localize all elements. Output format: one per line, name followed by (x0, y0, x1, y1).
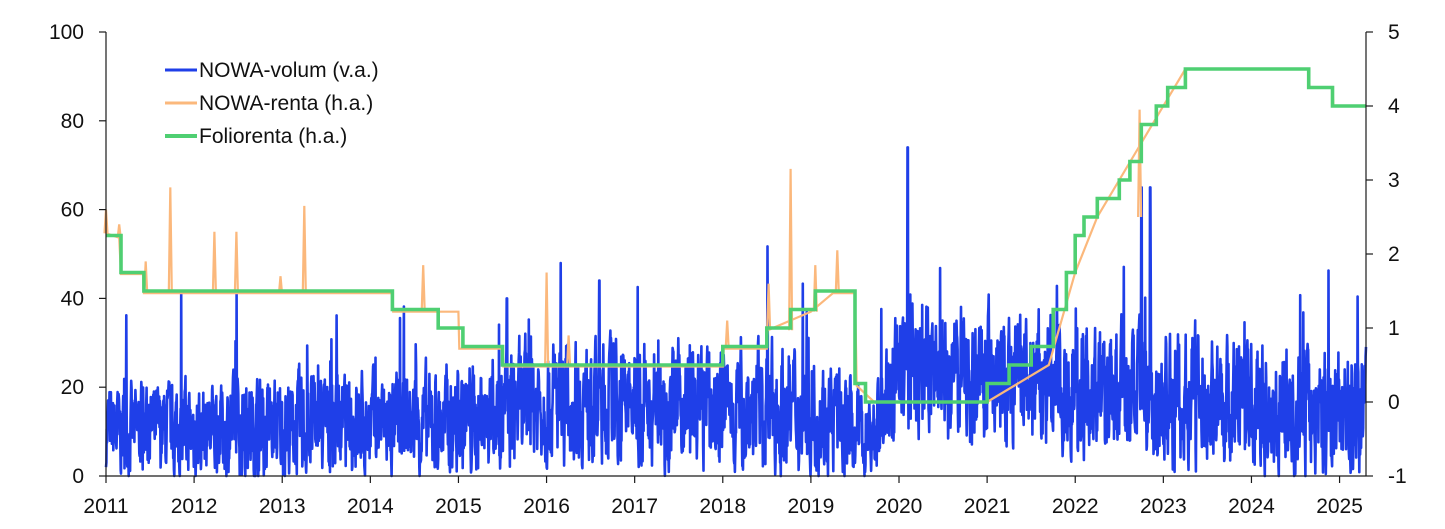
series-nowa-renta-spike (566, 335, 572, 367)
series-nowa-renta-spike (766, 283, 772, 331)
x-tick-label: 2014 (347, 495, 394, 518)
series-nowa-renta-spike (724, 320, 730, 349)
x-tick-label: 2011 (83, 495, 128, 518)
series-nowa-renta-spike (116, 224, 122, 238)
legend-label: NOWA-renta (h.a.) (199, 92, 373, 115)
axes-layer: 0 20 40 60 80 100 -1 0 1 2 3 4 5 2011 2012 2013 2014 2015… (49, 21, 1407, 518)
x-tick-label: 2025 (1316, 495, 1363, 518)
series-nowa-volum-line (104, 146, 1368, 478)
x-tick-label: 2019 (788, 495, 835, 518)
y-left-tick-label: 0 (72, 465, 84, 488)
y-left-tick-label: 60 (61, 199, 84, 222)
x-tick-label: 2016 (523, 495, 570, 518)
legend-label: NOWA-volum (v.a.) (199, 59, 379, 82)
y-right-tick-label: 1 (1388, 317, 1400, 340)
series-nowa-renta-spike (788, 168, 794, 331)
legend: NOWA-volum (v.a.) NOWA-renta (h.a.) Folior… (165, 59, 379, 148)
series-nowa-renta-spike (211, 231, 217, 294)
y-left-tick-label: 100 (49, 21, 84, 44)
x-tick-label: 2012 (171, 495, 218, 518)
series-nowa-renta-spike (167, 187, 173, 294)
series-nowa-renta-spike (420, 265, 426, 312)
x-tick-label: 2023 (1140, 495, 1187, 518)
y-left-tick-label: 40 (61, 287, 84, 310)
x-tick-label: 2018 (699, 495, 746, 518)
series-nowa-renta-spike (834, 250, 840, 294)
x-tick-label: 2017 (611, 495, 658, 518)
x-tick-label: 2013 (259, 495, 306, 518)
y-right-tick-label: 3 (1388, 169, 1400, 192)
x-tick-label: 2015 (435, 495, 482, 518)
x-tick-label: 2020 (876, 495, 923, 518)
legend-label: Foliorenta (h.a.) (199, 125, 347, 148)
series-nowa-renta-spike (1137, 109, 1143, 218)
y-left-tick-label: 80 (61, 110, 84, 133)
x-tick-label: 2024 (1228, 495, 1275, 518)
series-foliorenta-line (106, 67, 1366, 404)
y-right-tick-label: 5 (1388, 21, 1400, 44)
x-tick-label: 2021 (964, 495, 1011, 518)
series-nowa-renta-spike (301, 205, 307, 294)
y-right-tick-label: 2 (1388, 243, 1400, 266)
y-right-tick-label: 0 (1388, 391, 1400, 414)
y-right-tick-label: 4 (1388, 95, 1400, 118)
series-nowa-renta-spike (544, 272, 550, 367)
series-nowa-renta-spike (277, 276, 284, 294)
y-right-tick-label: -1 (1388, 465, 1407, 488)
x-tick-label: 2022 (1052, 495, 1099, 518)
series-layer (103, 67, 1368, 478)
series-nowa-renta-spike (233, 231, 239, 294)
y-left-tick-label: 20 (61, 376, 84, 399)
